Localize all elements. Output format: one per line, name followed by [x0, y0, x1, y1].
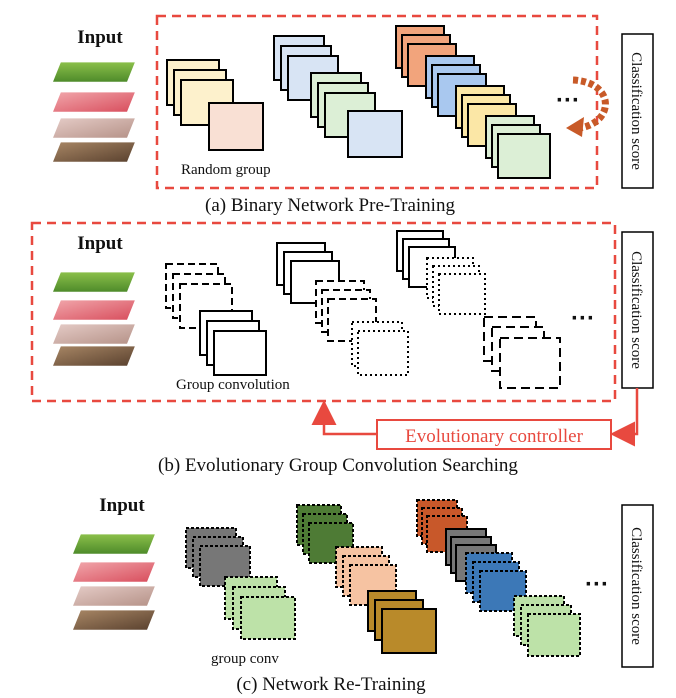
input-label-c: Input	[99, 495, 145, 516]
evolutionary-controller-box: Evolutionary controller	[376, 419, 612, 450]
controller-to-network-arrow-icon	[311, 400, 377, 436]
section-a: Input Random group	[50, 14, 654, 216]
section-c: Input group conv	[70, 495, 654, 695]
controller-label: Evolutionary controller	[405, 426, 583, 447]
section-b: Input Group convolution	[30, 221, 654, 476]
score-label-b: Classification score	[628, 251, 644, 369]
input-image-stack-b	[50, 271, 138, 367]
feature-group-b1	[165, 263, 267, 376]
score-box-b: Classification score	[621, 231, 654, 389]
curved-arrow-icon	[572, 76, 609, 132]
score-box-c: Classification score	[621, 504, 654, 668]
group-label-c: group conv	[211, 651, 279, 667]
caption-a: (a) Binary Network Pre-Training	[205, 195, 455, 216]
input-image-stack-c	[70, 533, 158, 631]
curved-arrow-head-icon	[566, 117, 584, 137]
dashed-frame-a	[155, 14, 599, 190]
group-label-a: Random group	[181, 162, 271, 178]
score-to-controller-arrow-icon	[610, 388, 639, 447]
ellipsis-a: ···	[556, 87, 580, 114]
input-label-a: Input	[77, 27, 123, 48]
feature-group-b2	[276, 242, 409, 376]
feature-group-c1	[185, 527, 296, 640]
feature-group-a2	[273, 35, 403, 158]
score-label-c: Classification score	[628, 527, 644, 645]
input-label-b: Input	[77, 233, 123, 254]
ellipsis-b: ···	[571, 305, 595, 332]
feature-group-c3	[416, 499, 581, 657]
score-label-a: Classification score	[628, 52, 644, 170]
caption-c: (c) Network Re-Training	[236, 674, 426, 695]
input-image-stack-a	[50, 61, 138, 163]
ellipsis-c: ···	[585, 571, 609, 598]
feature-group-c2	[296, 504, 437, 654]
feature-group-b3	[396, 230, 561, 389]
score-box-a: Classification score	[621, 33, 654, 189]
feature-group-a3	[395, 25, 551, 179]
group-label-b: Group convolution	[176, 377, 290, 393]
feature-group-a1	[166, 59, 264, 151]
caption-b: (b) Evolutionary Group Convolution Searc…	[158, 455, 518, 476]
